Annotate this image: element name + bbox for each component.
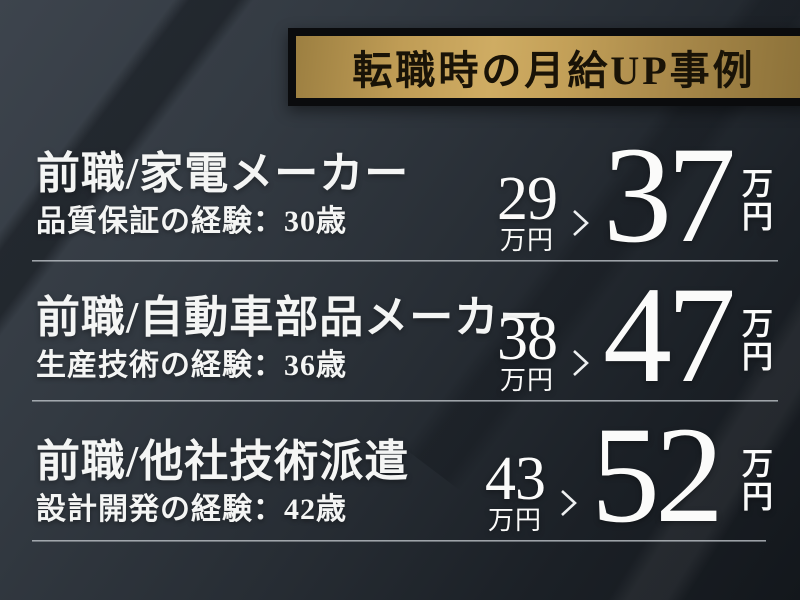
title-banner: 転職時の月給UP事例: [296, 36, 800, 98]
salary-before: 29 万円: [497, 165, 558, 255]
case-row-3: 前職/他社技術派遣 設計開発の経験：42歳 43 万円 52 万円: [0, 398, 800, 552]
case-info: 前職/自動車部品メーカー 生産技術の経験：36歳: [36, 294, 544, 381]
salary-after-unit: 万円: [737, 447, 772, 513]
salary-before-unit: 万円: [487, 506, 542, 535]
chevron-right-icon: [561, 490, 577, 516]
row-divider: [32, 260, 778, 262]
case-info: 前職/他社技術派遣 設計開発の経験：42歳: [36, 438, 409, 525]
salary-before-unit: 万円: [499, 366, 554, 395]
salary-comparison: 38 万円 47 万円: [497, 258, 772, 412]
salary-after-unit: 万円: [737, 307, 772, 373]
case-subtitle: 品質保証の経験：30歳: [36, 204, 347, 238]
case-subtitle: 設計開発の経験：42歳: [36, 492, 347, 526]
page-title: 転職時の月給UP事例: [352, 48, 756, 93]
case-title: 前職/自動車部品メーカー: [36, 293, 545, 342]
salary-after-unit: 万円: [737, 167, 772, 233]
salary-after-value: 47: [603, 258, 736, 412]
chevron-right-icon: [573, 210, 589, 236]
salary-before: 43 万円: [485, 445, 546, 535]
salary-before-value: 29: [497, 165, 558, 234]
row-divider: [32, 540, 766, 542]
salary-after-value: 52: [591, 398, 724, 552]
salary-comparison: 43 万円 52 万円: [485, 398, 772, 552]
salary-comparison: 29 万円 37 万円: [497, 118, 772, 272]
case-info: 前職/家電メーカー 品質保証の経験：30歳: [36, 150, 409, 237]
row-divider: [32, 400, 778, 402]
case-row-2: 前職/自動車部品メーカー 生産技術の経験：36歳 38 万円 47 万円: [0, 258, 800, 412]
salary-before-value: 43: [485, 445, 546, 514]
salary-before-unit: 万円: [499, 226, 554, 255]
case-title: 前職/家電メーカー: [36, 149, 410, 198]
case-title: 前職/他社技術派遣: [36, 437, 410, 486]
chevron-right-icon: [573, 350, 589, 376]
title-banner-frame: 転職時の月給UP事例: [288, 28, 800, 106]
case-row-1: 前職/家電メーカー 品質保証の経験：30歳 29 万円 37 万円: [0, 118, 800, 272]
salary-before: 38 万円: [497, 305, 558, 395]
salary-after-value: 37: [603, 118, 736, 272]
case-subtitle: 生産技術の経験：36歳: [36, 348, 347, 382]
salary-before-value: 38: [497, 305, 558, 374]
